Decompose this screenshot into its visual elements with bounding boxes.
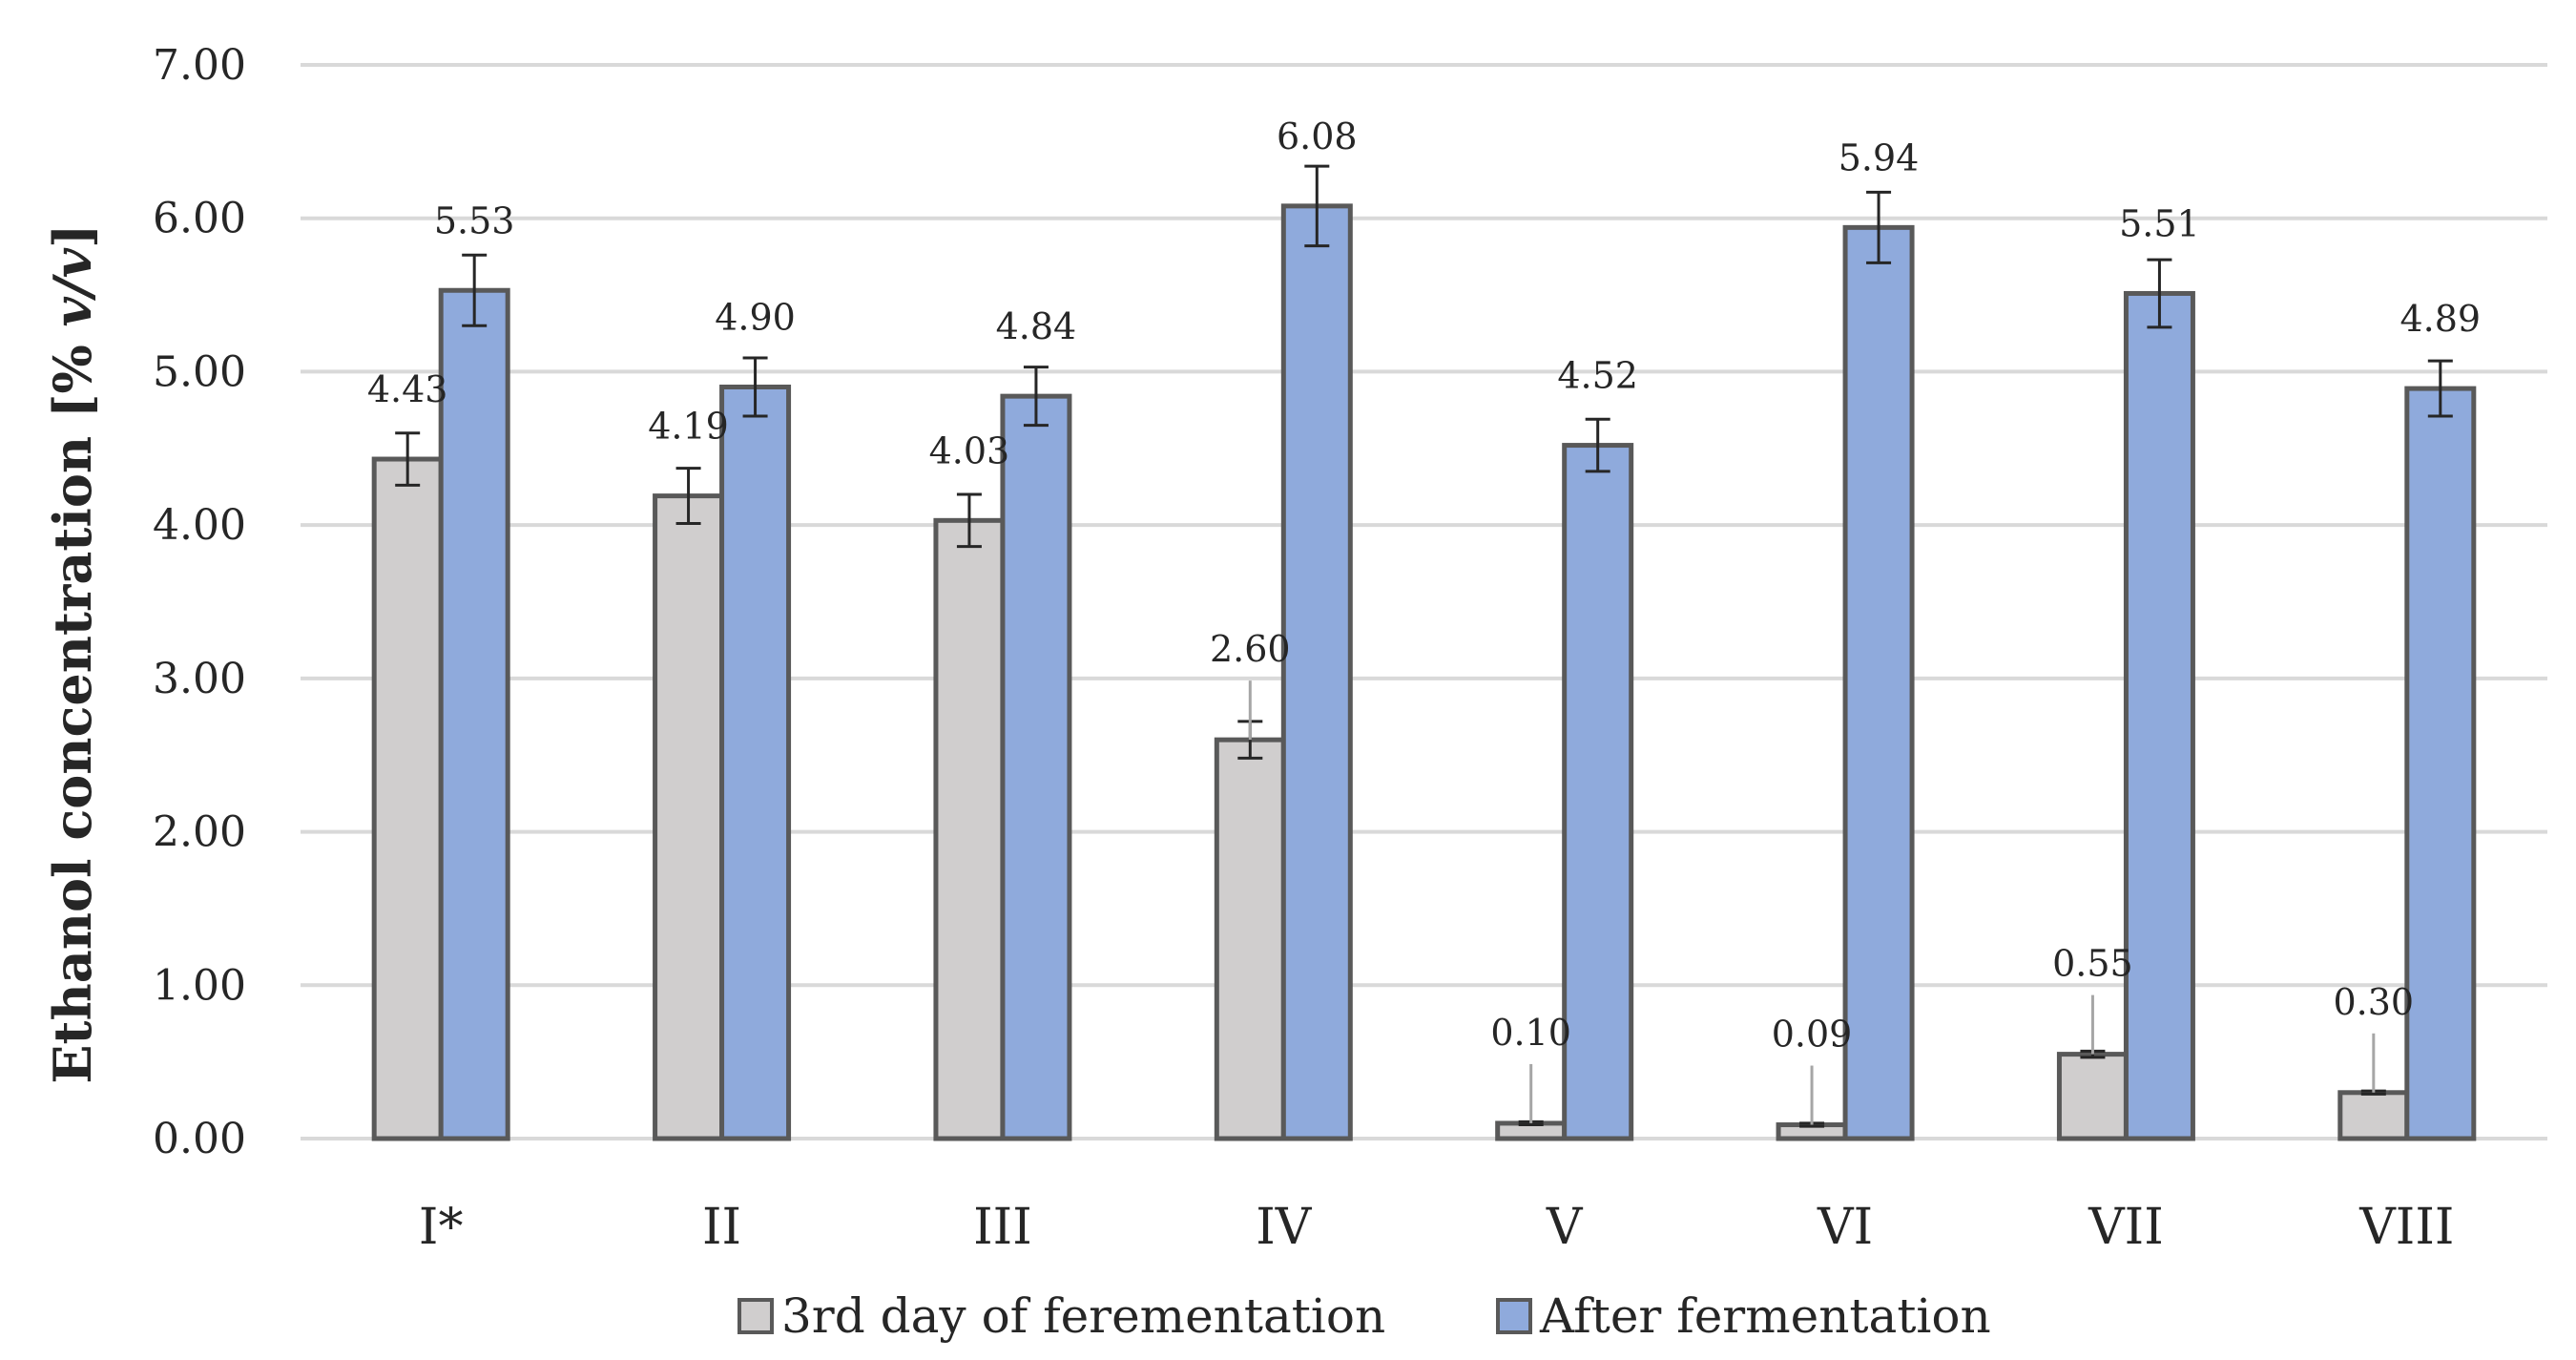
bar-3rd-day [653, 493, 725, 1141]
x-tick-label: V [1546, 1199, 1584, 1256]
data-label-3rd-day: 0.10 [1490, 1012, 1571, 1054]
y-tick-label: 7.00 [153, 41, 246, 90]
x-tick-label: III [973, 1199, 1032, 1256]
gridlines [301, 63, 2547, 1140]
x-tick-label: IV [1256, 1199, 1313, 1256]
bar-3rd-day [371, 456, 444, 1141]
y-tick-label: 6.00 [153, 195, 246, 243]
data-label-after-fermentation: 4.84 [996, 305, 1077, 347]
bar-after-fermentation [2404, 386, 2477, 1141]
y-axis-title: Ethanol concentration [% v/v] [42, 223, 103, 1083]
y-tick-label: 5.00 [153, 347, 246, 396]
data-label-after-fermentation: 4.89 [2400, 298, 2482, 340]
bar-3rd-day [1214, 737, 1286, 1141]
data-label-after-fermentation: 5.94 [1839, 136, 1920, 178]
legend-label-after-fermentation: After fermentation [1539, 1288, 1991, 1344]
legend: 3rd day of ferementation After fermentati… [737, 1288, 1991, 1344]
data-label-3rd-day: 0.09 [1772, 1014, 1853, 1056]
y-tick-label: 1.00 [153, 961, 246, 1010]
x-tick-label: II [702, 1199, 741, 1256]
data-label-3rd-day: 2.60 [1210, 628, 1291, 670]
y-tick-label: 0.00 [153, 1115, 246, 1163]
data-label-after-fermentation: 4.90 [715, 297, 796, 339]
y-tick-label: 4.00 [153, 501, 246, 550]
data-label-3rd-day: 4.03 [929, 429, 1010, 471]
data-label-3rd-day: 0.55 [2052, 943, 2133, 985]
x-axis-ticks: I* II III IV V VI VII VIII [419, 1199, 2454, 1256]
x-tick-label: I* [419, 1199, 464, 1256]
bar-3rd-day [2056, 1052, 2129, 1141]
y-axis-ticks: 0.00 1.00 2.00 3.00 4.00 5.00 6.00 7.00 [153, 41, 246, 1163]
bars [371, 164, 2477, 1141]
bar-after-fermentation [1280, 203, 1353, 1141]
data-label-after-fermentation: 5.51 [2119, 202, 2200, 244]
bar-after-fermentation [1562, 443, 1634, 1141]
y-axis-title-text: Ethanol concentration [% [42, 326, 103, 1083]
y-tick-label: 3.00 [153, 655, 246, 703]
y-axis-title-italic: v/v [42, 247, 103, 326]
legend-label-3rd-day: 3rd day of ferementation [781, 1288, 1385, 1344]
x-tick-label: VII [2088, 1199, 2164, 1256]
data-label-3rd-day: 4.19 [648, 406, 729, 448]
bar-3rd-day [2337, 1090, 2410, 1141]
data-label-after-fermentation: 5.53 [434, 199, 515, 241]
data-label-3rd-day: 0.30 [2334, 981, 2415, 1023]
bar-after-fermentation [2123, 290, 2195, 1141]
data-label-3rd-day: 4.43 [367, 368, 448, 410]
y-tick-label: 2.00 [153, 808, 246, 857]
data-label-after-fermentation: 6.08 [1277, 115, 1358, 157]
bar-after-fermentation [1842, 224, 1915, 1141]
data-label-after-fermentation: 4.52 [1557, 355, 1638, 397]
bar-after-fermentation [438, 287, 510, 1141]
legend-swatch-after-fermentation [1496, 1298, 1532, 1334]
x-tick-label: VIII [2358, 1199, 2454, 1256]
bar-3rd-day [933, 517, 1006, 1141]
y-axis-title-text: ] [42, 223, 103, 248]
bar-after-fermentation [1000, 393, 1072, 1141]
x-tick-label: VI [1817, 1199, 1873, 1256]
data-labels: 4.43 5.53 4.19 4.90 4.03 4.84 2.60 6.08 0.10 4.52… [367, 115, 2481, 1125]
bar-after-fermentation [719, 385, 792, 1141]
legend-swatch-3rd-day [737, 1298, 774, 1334]
